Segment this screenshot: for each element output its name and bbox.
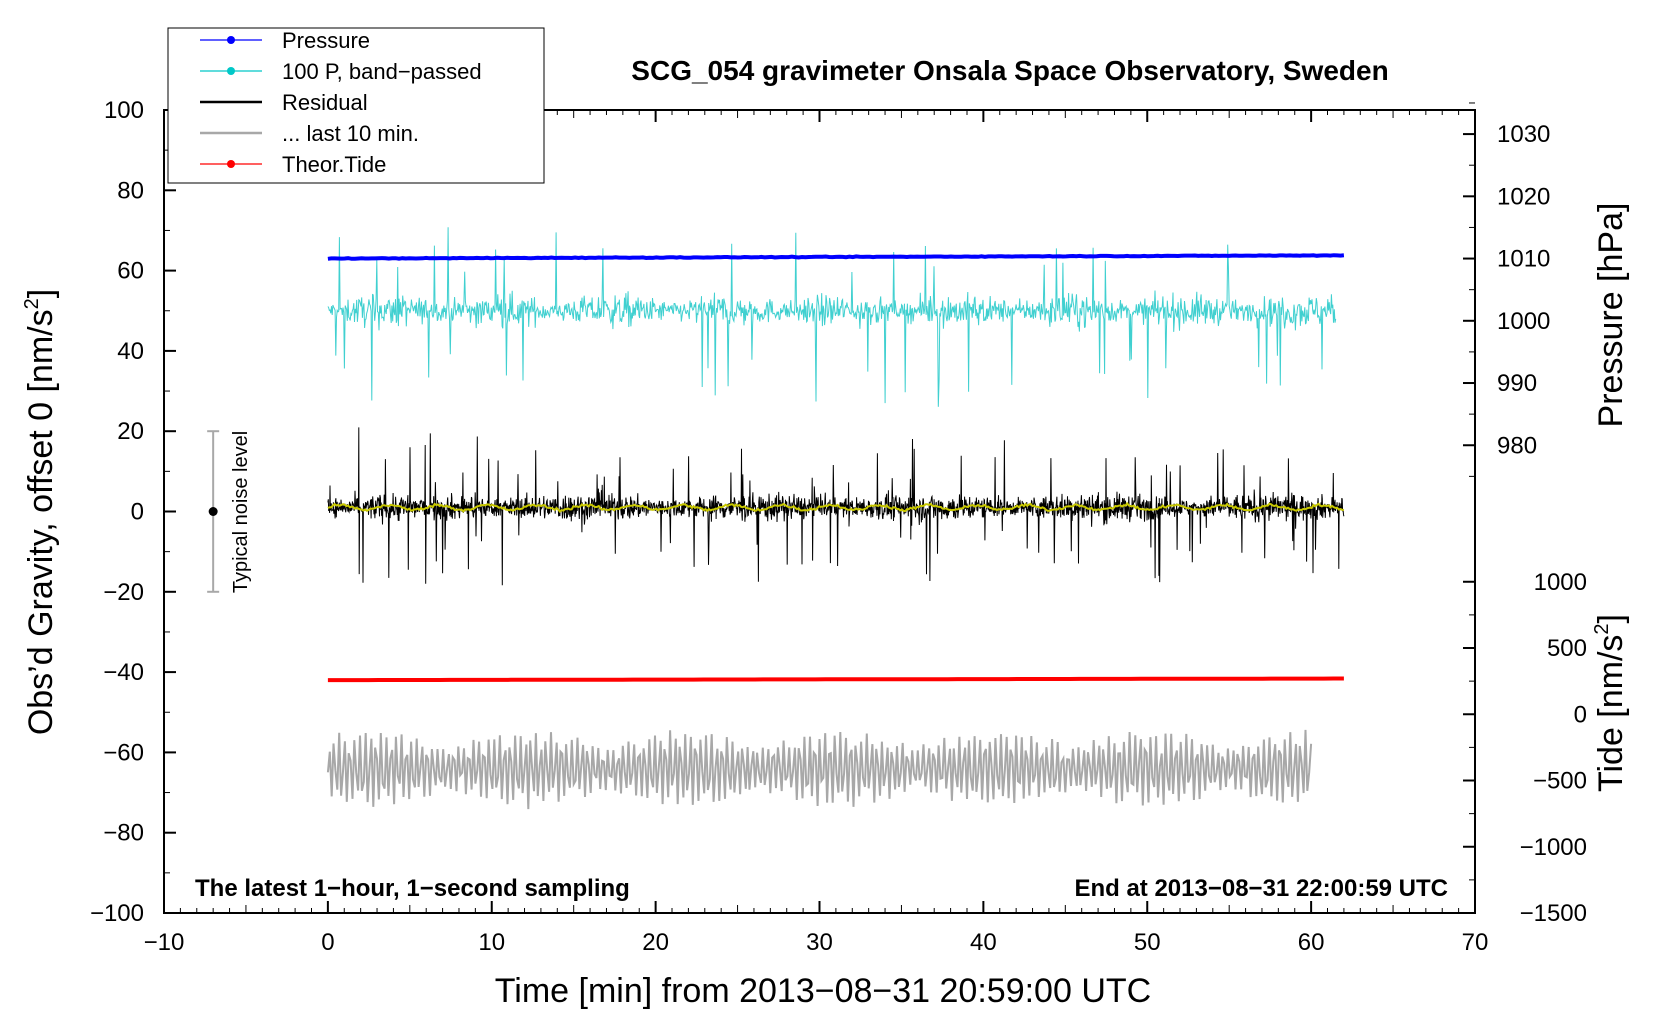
y-tick-label: −100 <box>90 900 144 927</box>
pressure-tick-label: 1000 <box>1497 308 1550 335</box>
x-axis-label: Time [min] from 2013−08−31 20:59:00 UTC <box>495 972 1151 1010</box>
y-axis-label-left: Obs’d Gravity, offset 0 [nm/s2] <box>21 289 60 735</box>
series-last-10-min <box>326 729 1313 810</box>
pressure-tick-label: 980 <box>1497 432 1537 459</box>
legend-label: Residual <box>282 90 368 115</box>
legend-label: Pressure <box>282 28 370 53</box>
legend-swatch-marker <box>227 36 235 44</box>
pressure-tick-label: 1010 <box>1497 246 1550 273</box>
y-tick-label: −60 <box>103 739 144 766</box>
series-residual <box>327 427 1345 586</box>
noise-dot <box>208 507 218 516</box>
series-pressure <box>327 253 1345 261</box>
tide-tick-label: −1000 <box>1520 834 1587 861</box>
chart-title: SCG_054 gravimeter Onsala Space Observat… <box>631 55 1388 86</box>
legend-label: Theor.Tide <box>282 152 386 177</box>
x-tick-label: −10 <box>144 929 185 956</box>
y-axis-label-tide: Tide [nm/s2] <box>1591 614 1630 792</box>
noise-level-indicator: Typical noise level <box>207 430 252 593</box>
y-tick-label: 100 <box>104 97 144 124</box>
series-theoretical-tide <box>327 676 1344 683</box>
tide-tick-label: 1000 <box>1534 569 1587 596</box>
y-tick-label: −40 <box>103 659 144 686</box>
pressure-tick-label: 990 <box>1497 370 1537 397</box>
x-tick-label: 70 <box>1462 929 1489 956</box>
annotation-right: End at 2013−08−31 22:00:59 UTC <box>1074 875 1448 902</box>
y-tick-label: 60 <box>117 258 144 285</box>
tide-tick-label: −1500 <box>1520 900 1587 927</box>
y-tick-label: 80 <box>117 177 144 204</box>
pressure-axis-ticks: 980 990 1000 1010 1020 1030 <box>1463 102 1550 477</box>
y-tick-label: −20 <box>103 579 144 606</box>
tide-tick-label: 0 <box>1574 701 1587 728</box>
y-tick-label: 0 <box>131 499 144 526</box>
noise-label: Typical noise level <box>230 431 252 593</box>
legend-box <box>167 27 545 184</box>
x-tick-label: 30 <box>806 929 833 956</box>
x-axis-ticks: −10 0 10 20 30 40 50 60 70 <box>144 110 1489 956</box>
legend-label: 100 P, band−passed <box>282 59 482 84</box>
series-residual-smoothed <box>327 501 1345 514</box>
pressure-tick-label: 1020 <box>1497 183 1550 210</box>
legend: Pressure 100 P, band−passed Residual ... la… <box>167 27 545 184</box>
y-axis-ticks: −100 −80 −60 −40 −20 0 20 40 60 80 100 <box>90 97 176 927</box>
legend-swatch-marker <box>227 160 235 168</box>
pressure-tick-label: 1030 <box>1497 121 1550 148</box>
y-axis-label-pressure: Pressure [hPa] <box>1592 203 1630 428</box>
tide-tick-label: 500 <box>1547 635 1587 662</box>
y-tick-label: −80 <box>103 820 144 847</box>
x-tick-label: 0 <box>321 929 334 956</box>
y-tick-label: 20 <box>117 418 144 445</box>
x-tick-label: 20 <box>642 929 669 956</box>
x-tick-label: 10 <box>478 929 505 956</box>
legend-label: ... last 10 min. <box>282 121 419 146</box>
series-layer <box>326 227 1345 810</box>
x-tick-label: 50 <box>1134 929 1161 956</box>
series-bandpassed-pressure <box>327 227 1337 407</box>
tide-tick-label: −500 <box>1533 768 1587 795</box>
x-tick-label: 60 <box>1298 929 1325 956</box>
legend-swatch-marker <box>227 67 235 75</box>
annotation-left: The latest 1−hour, 1−second sampling <box>195 875 630 902</box>
y-tick-label: 40 <box>117 338 144 365</box>
tide-axis-ticks: −1500 −1000 −500 0 500 1000 <box>1463 569 1587 927</box>
x-tick-label: 40 <box>970 929 997 956</box>
